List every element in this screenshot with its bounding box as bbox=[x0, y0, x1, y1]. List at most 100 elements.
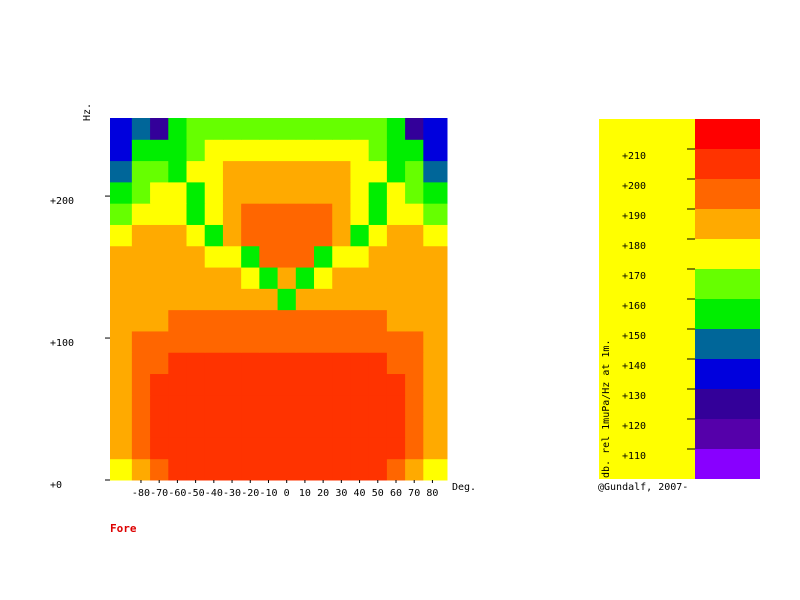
heatmap-cell bbox=[423, 416, 448, 438]
heatmap-cell bbox=[186, 394, 206, 417]
heatmap-cell bbox=[150, 139, 169, 162]
heatmap-cell bbox=[405, 224, 424, 247]
heatmap-cell bbox=[186, 288, 206, 311]
heatmap-cell bbox=[314, 181, 333, 204]
heatmap-cell bbox=[332, 288, 351, 311]
heatmap-cell bbox=[131, 267, 151, 289]
heatmap-cell bbox=[241, 309, 260, 332]
heatmap-cell bbox=[110, 373, 133, 396]
heatmap-cell bbox=[368, 181, 388, 204]
colorbar-band bbox=[695, 119, 760, 149]
heatmap-cell bbox=[405, 203, 424, 225]
heatmap-cell bbox=[423, 181, 448, 204]
heatmap-cell bbox=[150, 394, 169, 417]
colorbar-band bbox=[695, 149, 760, 179]
heatmap-cell bbox=[131, 394, 151, 417]
colorbar-tick-label: +180 bbox=[622, 241, 646, 252]
heatmap-cell bbox=[186, 224, 206, 247]
heatmap-cell bbox=[110, 437, 133, 460]
heatmap-cell bbox=[110, 288, 133, 311]
heatmap-cell bbox=[368, 224, 388, 247]
heatmap-cell bbox=[405, 118, 424, 140]
heatmap-cell bbox=[150, 458, 169, 481]
heatmap-cell bbox=[168, 139, 188, 162]
heatmap-cell bbox=[110, 458, 133, 481]
heatmap-cell bbox=[332, 118, 351, 140]
heatmap-cell bbox=[241, 181, 260, 204]
heatmap-cell bbox=[277, 160, 297, 183]
heatmap-cell bbox=[222, 203, 242, 225]
heatmap-cell bbox=[168, 330, 188, 353]
heatmap-cell bbox=[368, 373, 388, 396]
heatmap-cell bbox=[168, 288, 188, 311]
colorbar-label-panel bbox=[599, 119, 695, 479]
heatmap-cell bbox=[204, 181, 224, 204]
heatmap-cell bbox=[386, 139, 406, 162]
heatmap-cell bbox=[314, 224, 333, 247]
heatmap-cell bbox=[222, 160, 242, 183]
heatmap-cell bbox=[295, 267, 315, 289]
heatmap-cell bbox=[150, 330, 169, 353]
heatmap-cell bbox=[150, 160, 169, 183]
heatmap-cell bbox=[259, 437, 279, 460]
heatmap-cell bbox=[423, 437, 448, 460]
heatmap-cell bbox=[131, 373, 151, 396]
heatmap-cell bbox=[131, 458, 151, 481]
heatmap-cell bbox=[314, 118, 333, 140]
heatmap-cell bbox=[350, 309, 370, 332]
heatmap-cell bbox=[204, 352, 224, 375]
heatmap-cell bbox=[259, 373, 279, 396]
x-tick-label: 30 bbox=[335, 488, 347, 499]
heatmap-cell bbox=[386, 224, 406, 247]
colorbar-tick-label: +210 bbox=[622, 151, 646, 162]
heatmap-cell bbox=[332, 352, 351, 375]
heatmap-cell bbox=[350, 373, 370, 396]
heatmap-cell bbox=[110, 224, 133, 247]
heatmap-cell bbox=[314, 437, 333, 460]
heatmap-cell bbox=[131, 309, 151, 332]
heatmap-cell bbox=[131, 330, 151, 353]
heatmap-cell bbox=[295, 203, 315, 225]
x-tick-label: -20 bbox=[241, 488, 259, 499]
heatmap-cell bbox=[259, 352, 279, 375]
heatmap-cell bbox=[314, 373, 333, 396]
heatmap-cell bbox=[204, 330, 224, 353]
heatmap-cell bbox=[332, 245, 351, 268]
heatmap-cell bbox=[368, 458, 388, 481]
heatmap-cell bbox=[131, 437, 151, 460]
heatmap-cell bbox=[295, 352, 315, 375]
heatmap-cell bbox=[204, 139, 224, 162]
colorbar-tick-label: +150 bbox=[622, 331, 646, 342]
heatmap-cell bbox=[186, 309, 206, 332]
heatmap-cell bbox=[295, 224, 315, 247]
heatmap-cell bbox=[241, 288, 260, 311]
heatmap-cell bbox=[131, 352, 151, 375]
heatmap-cell bbox=[350, 458, 370, 481]
heatmap-cell bbox=[277, 181, 297, 204]
heatmap-cell bbox=[110, 416, 133, 438]
heatmap-cell bbox=[350, 437, 370, 460]
heatmap-cell bbox=[186, 330, 206, 353]
colorbar-tick-label: +140 bbox=[622, 361, 646, 372]
heatmap-cell bbox=[150, 181, 169, 204]
heatmap-cell bbox=[186, 118, 206, 140]
heatmap-cell bbox=[295, 288, 315, 311]
x-tick-label: 50 bbox=[372, 488, 384, 499]
heatmap-cell bbox=[423, 309, 448, 332]
heatmap-cell bbox=[314, 458, 333, 481]
heatmap-cell bbox=[222, 245, 242, 268]
heatmap-cell bbox=[277, 203, 297, 225]
annotation: Fore bbox=[110, 522, 137, 535]
heatmap-cell bbox=[222, 416, 242, 438]
heatmap-cell bbox=[368, 288, 388, 311]
heatmap-cell bbox=[204, 267, 224, 289]
heatmap-cell bbox=[350, 267, 370, 289]
heatmap-cell bbox=[350, 118, 370, 140]
heatmap-cell bbox=[168, 160, 188, 183]
heatmap-cell bbox=[186, 267, 206, 289]
heatmap-cell bbox=[423, 224, 448, 247]
heatmap-cell bbox=[186, 139, 206, 162]
heatmap-cell bbox=[295, 309, 315, 332]
heatmap-cell bbox=[350, 203, 370, 225]
heatmap-cell bbox=[350, 330, 370, 353]
